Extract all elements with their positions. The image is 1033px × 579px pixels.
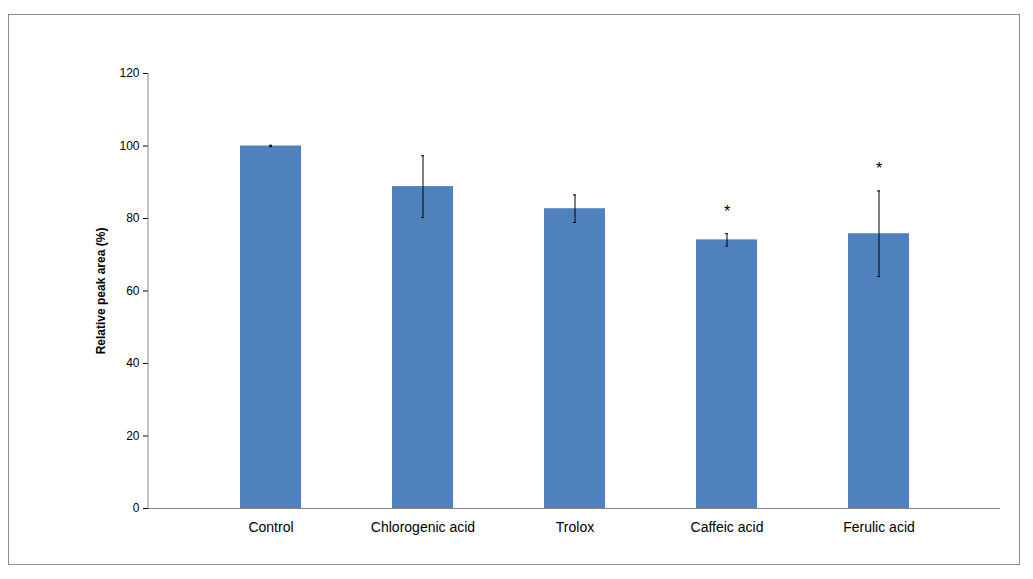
svg-text:60: 60 [126,284,140,298]
svg-text:Relative peak area (%): Relative peak area (%) [94,228,108,355]
svg-text:80: 80 [126,211,140,225]
svg-text:*: * [724,203,730,220]
svg-text:*: * [876,160,882,177]
svg-text:Control: Control [248,519,293,535]
svg-text:100: 100 [119,139,139,153]
svg-text:Trolox: Trolox [556,519,594,535]
svg-text:0: 0 [133,501,140,515]
svg-text:Chlorogenic acid: Chlorogenic acid [371,519,475,535]
svg-text:Ferulic acid: Ferulic acid [843,519,915,535]
svg-text:120: 120 [119,66,139,80]
svg-text:20: 20 [126,429,140,443]
svg-text:40: 40 [126,356,140,370]
svg-text:Caffeic acid: Caffeic acid [691,519,764,535]
